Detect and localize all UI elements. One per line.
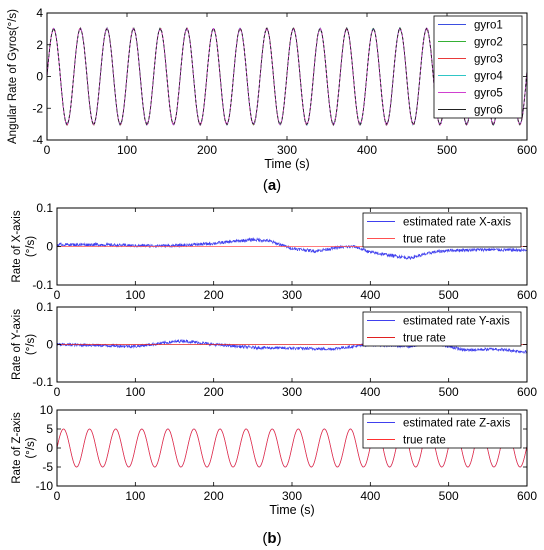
x-tick-label: 200: [204, 288, 224, 302]
legend-label: estimated rate Y-axis: [403, 316, 510, 328]
y-tick-label: 0.1: [36, 300, 53, 314]
x-tick-label: 300: [282, 288, 302, 302]
x-tick-label: 600: [517, 385, 537, 399]
x-tick-label: 600: [517, 143, 537, 157]
y-tick-label: 0: [46, 441, 53, 455]
y-tick-label: 10: [40, 403, 54, 417]
legend-label: estimated rate Z-axis: [403, 418, 511, 430]
x-tick-label: 300: [282, 385, 302, 399]
x-tick-label: 500: [439, 288, 459, 302]
y-axis-unit-label: (°/s): [25, 334, 37, 355]
x-tick-label: 200: [204, 385, 224, 399]
legend-label: gyro3: [474, 54, 503, 66]
x-axis-label: Time (s): [264, 157, 309, 171]
legend-label: gyro2: [474, 37, 503, 49]
legend-label: gyro5: [474, 88, 503, 100]
x-tick-label: 500: [437, 143, 457, 157]
x-tick-label: 100: [125, 385, 145, 399]
y-tick-label: 0: [46, 240, 53, 254]
y-axis-label: Rate of Z-axis: [11, 412, 23, 484]
subfigure-label-b: (b): [262, 530, 281, 547]
x-tick-label: 100: [117, 143, 137, 157]
x-tick-label: 200: [197, 143, 217, 157]
legend-label: estimated rate X-axis: [403, 217, 511, 229]
x-tick-label: 600: [517, 288, 537, 302]
y-tick-label: 0: [46, 338, 53, 352]
legend: estimated rate Y-axis true rate: [362, 311, 522, 347]
y-tick-label: -0.1: [32, 278, 53, 292]
y-tick-label: 5: [46, 422, 53, 436]
y-tick-label: 0: [36, 70, 43, 84]
legend-label: true rate: [403, 234, 446, 246]
legend: estimated rate Z-axis true rate: [362, 413, 522, 449]
series-line-gyro6: [47, 26, 527, 127]
subfigure-label-a: (a): [263, 177, 281, 194]
chart-panel-b-z: 0 100 200 300 400 500 600 -10 -5 0 5 10 Rate of Z-ax…: [11, 403, 537, 517]
y-tick-label: -2: [32, 101, 43, 115]
x-tick-label: 500: [439, 385, 459, 399]
y-tick-label: -4: [32, 133, 43, 147]
y-axis-label: Angular Rate of Gyros(°/s): [7, 9, 19, 144]
legend-box: [362, 413, 522, 449]
legend-label: true rate: [403, 333, 446, 345]
legend: gyro1 gyro2 gyro3 gyro4 gyro5 gyro6: [433, 15, 523, 119]
x-tick-label: 300: [282, 489, 302, 503]
x-tick-label: 100: [125, 288, 145, 302]
legend-label: gyro4: [474, 71, 503, 83]
x-tick-label: 0: [54, 288, 61, 302]
x-tick-label: 400: [360, 385, 380, 399]
chart-panel-a: 0 100 200 300 400 500 600 -4 -2 0 2 4 Angular Rate o…: [7, 6, 537, 171]
x-axis-label: Time (s): [269, 503, 314, 517]
x-tick-label: 300: [277, 143, 297, 157]
y-axis-unit-label: (°/s): [25, 437, 37, 458]
y-axis-label: Rate of Y-axis: [11, 309, 23, 380]
x-tick-label: 400: [360, 489, 380, 503]
x-tick-label: 200: [204, 489, 224, 503]
y-tick-label: 4: [36, 6, 43, 20]
x-tick-label: 0: [54, 385, 61, 399]
y-axis-unit-label: (°/s): [25, 236, 37, 257]
y-tick-label: -5: [42, 460, 53, 474]
x-tick-label: 0: [54, 489, 61, 503]
x-tick-label: 400: [360, 288, 380, 302]
legend-box: [433, 15, 523, 119]
y-tick-label: -10: [36, 479, 54, 493]
y-axis-label: Rate of X-axis: [11, 210, 23, 282]
legend-label: gyro1: [474, 20, 503, 32]
series-line-estimated-rate-X-axis: [57, 237, 527, 261]
x-tick-label: 100: [125, 489, 145, 503]
legend: estimated rate X-axis true rate: [362, 212, 522, 248]
y-tick-label: 2: [36, 38, 43, 52]
y-tick-label: -0.1: [32, 375, 53, 389]
legend-box: [362, 311, 522, 347]
legend-label: true rate: [403, 435, 446, 447]
y-tick-label: 0.1: [36, 201, 53, 215]
x-tick-label: 500: [439, 489, 459, 503]
legend-box: [362, 212, 522, 248]
x-tick-label: 400: [357, 143, 377, 157]
legend-label: gyro6: [474, 105, 503, 117]
x-tick-label: 0: [44, 143, 51, 157]
x-tick-label: 600: [517, 489, 537, 503]
